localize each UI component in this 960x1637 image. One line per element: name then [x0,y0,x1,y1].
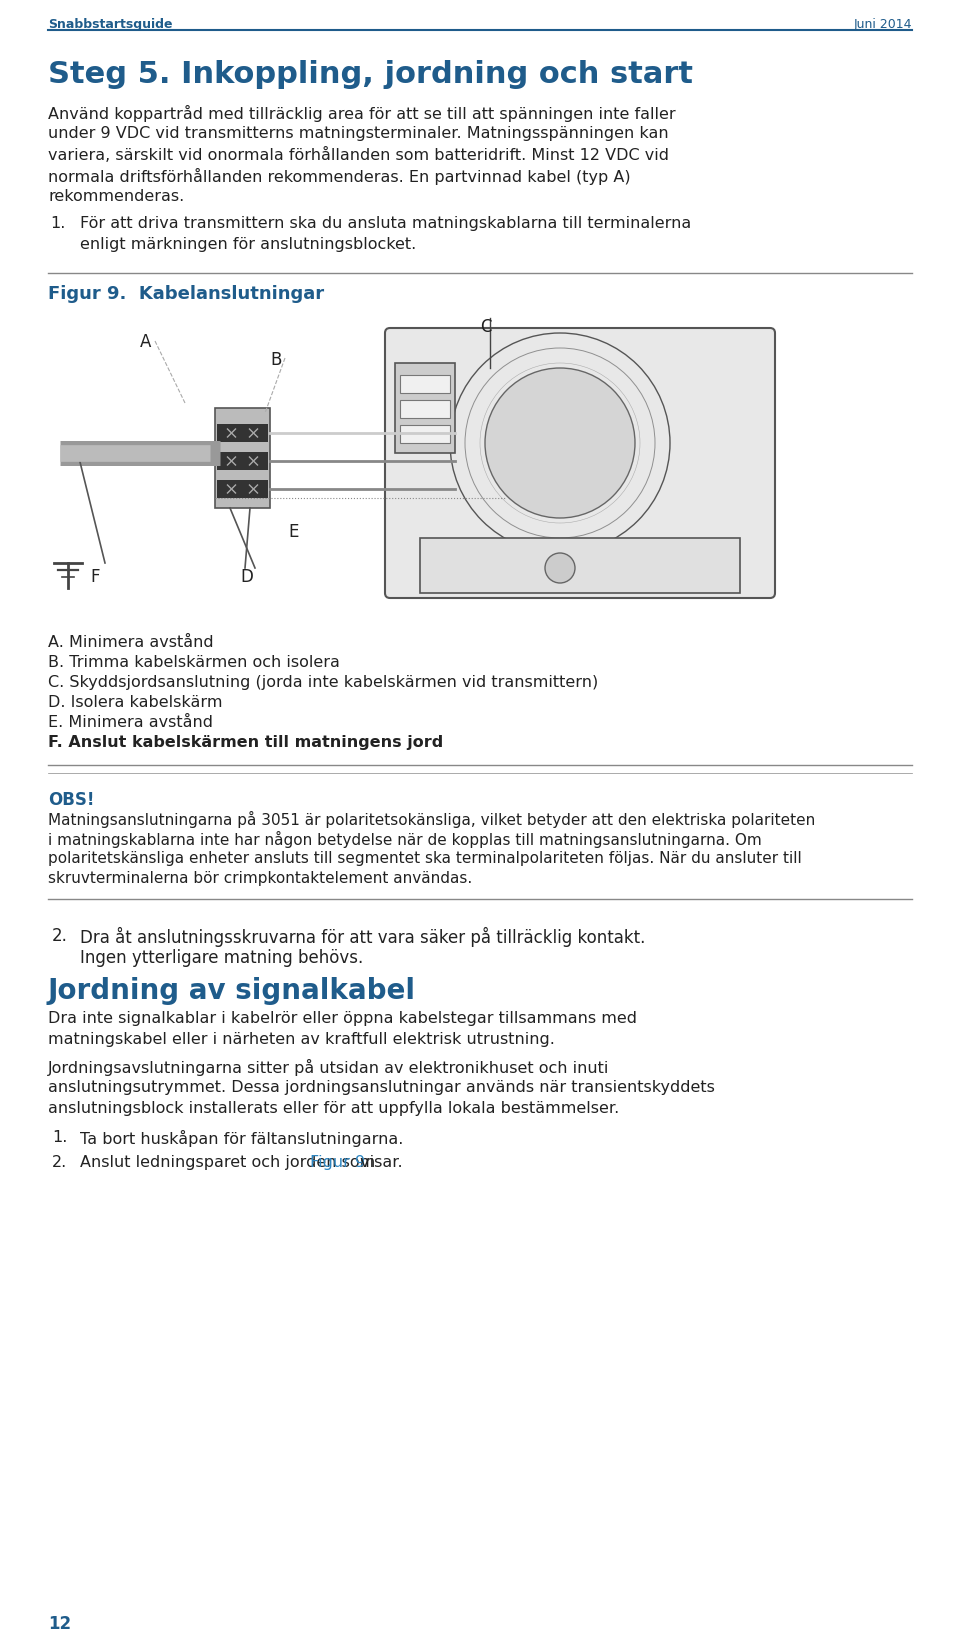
Text: Anslut ledningsparet och jorden som: Anslut ledningsparet och jorden som [80,1156,380,1170]
Text: B. Trimma kabelskärmen och isolera: B. Trimma kabelskärmen och isolera [48,655,340,670]
Text: Snabbstartsguide: Snabbstartsguide [48,18,173,31]
Text: F. Anslut kabelskärmen till matningens jord: F. Anslut kabelskärmen till matningens j… [48,735,444,750]
Bar [400,375,450,393]
Text: 2.: 2. [52,1156,67,1170]
Circle shape [485,368,635,517]
Text: i matningskablarna inte har någon betydelse när de kopplas till matningsanslutni: i matningskablarna inte har någon betyde… [48,832,761,848]
Text: E: E [288,522,299,540]
Text: anslutningsblock installerats eller för att uppfylla lokala bestämmelser.: anslutningsblock installerats eller för … [48,1102,619,1116]
Text: E. Minimera avstånd: E. Minimera avstånd [48,715,213,730]
Bar [400,426,450,444]
Bar [400,399,450,417]
Text: F: F [90,568,100,586]
Bar [217,452,268,470]
Text: För att driva transmittern ska du ansluta matningskablarna till terminalerna: För att driva transmittern ska du anslut… [80,216,691,231]
Text: Dra åt anslutningsskruvarna för att vara säker på tillräcklig kontakt.: Dra åt anslutningsskruvarna för att vara… [80,927,645,948]
Bar [420,539,740,593]
Text: A: A [140,332,152,350]
Text: Använd koppartråd med tillräcklig area för att se till att spänningen inte falle: Använd koppartråd med tillräcklig area f… [48,105,676,123]
Text: OBS!: OBS! [48,791,94,809]
Text: Figur 9.  Kabelanslutningar: Figur 9. Kabelanslutningar [48,285,324,303]
Text: 1.: 1. [52,1130,67,1144]
Text: anslutningsutrymmet. Dessa jordningsanslutningar används när transientskyddets: anslutningsutrymmet. Dessa jordningsansl… [48,1080,715,1095]
Text: Matningsanslutningarna på 3051 är polaritetsokänsliga, vilket betyder att den el: Matningsanslutningarna på 3051 är polari… [48,810,815,828]
Text: 12: 12 [48,1616,71,1634]
Text: Ta bort huskåpan för fältanslutningarna.: Ta bort huskåpan för fältanslutningarna. [80,1130,403,1148]
Text: 2.: 2. [52,927,68,945]
Bar [217,424,268,442]
Text: normala driftsförhållanden rekommenderas. En partvinnad kabel (typ A): normala driftsförhållanden rekommenderas… [48,169,631,185]
Text: C: C [480,318,492,336]
Text: Figur 9: Figur 9 [310,1156,366,1170]
Text: C. Skyddsjordsanslutning (jorda inte kabelskärmen vid transmittern): C. Skyddsjordsanslutning (jorda inte kab… [48,674,598,691]
Text: Steg 5. Inkoppling, jordning och start: Steg 5. Inkoppling, jordning och start [48,61,693,88]
Text: Jordning av signalkabel: Jordning av signalkabel [48,977,416,1005]
Text: A. Minimera avstånd: A. Minimera avstånd [48,635,214,650]
Text: Juni 2014: Juni 2014 [853,18,912,31]
Text: D. Isolera kabelskärm: D. Isolera kabelskärm [48,696,223,710]
Text: Jordningsavslutningarna sitter på utsidan av elektronikhuset och inuti: Jordningsavslutningarna sitter på utsida… [48,1059,610,1076]
FancyBboxPatch shape [385,327,775,598]
Text: under 9 VDC vid transmitterns matningsterminaler. Matningsspänningen kan: under 9 VDC vid transmitterns matningste… [48,126,668,141]
Bar [217,480,268,498]
Text: Ingen ytterligare matning behövs.: Ingen ytterligare matning behövs. [80,949,363,967]
Text: matningskabel eller i närheten av kraftfull elektrisk utrustning.: matningskabel eller i närheten av kraftf… [48,1031,555,1048]
Text: D: D [240,568,252,586]
Text: enligt märkningen för anslutningsblocket.: enligt märkningen för anslutningsblocket… [80,237,417,252]
Text: 1.: 1. [50,216,65,231]
Text: rekommenderas.: rekommenderas. [48,188,184,205]
Text: skruvterminalerna bör crimpkontaktelement användas.: skruvterminalerna bör crimpkontaktelemen… [48,871,472,886]
Text: polaritetskänsliga enheter ansluts till segmentet ska terminalpolariteten följas: polaritetskänsliga enheter ansluts till … [48,851,802,866]
Bar [215,408,270,507]
Circle shape [545,553,575,583]
Text: variera, särskilt vid onormala förhållanden som batteridrift. Minst 12 VDC vid: variera, särskilt vid onormala förhållan… [48,147,669,164]
Bar [395,363,455,453]
Text: B: B [270,350,281,368]
Text: Dra inte signalkablar i kabelrör eller öppna kabelstegar tillsammans med: Dra inte signalkablar i kabelrör eller ö… [48,1012,637,1026]
Text: visar.: visar. [355,1156,403,1170]
